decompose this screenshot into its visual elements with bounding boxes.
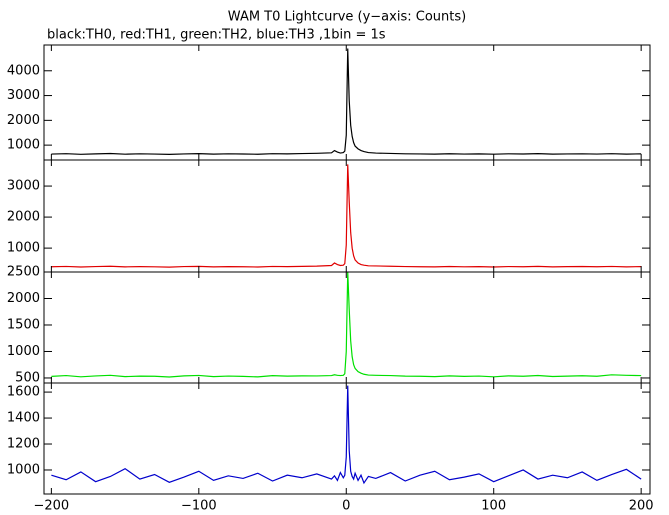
y-tick-label: 1000 bbox=[7, 462, 40, 477]
x-tick-label: 100 bbox=[481, 499, 506, 514]
y-tick-label: 4000 bbox=[7, 63, 40, 78]
x-tick-label: −200 bbox=[34, 499, 70, 514]
series-line bbox=[51, 48, 642, 155]
y-tick-label: 500 bbox=[15, 370, 40, 385]
y-tick-label: 1000 bbox=[7, 138, 40, 153]
y-tick-label: 2000 bbox=[7, 113, 40, 128]
chart-title: WAM T0 Lightcurve (y−axis: Counts) bbox=[228, 10, 466, 25]
y-tick-label: 2000 bbox=[7, 291, 40, 306]
x-tick-label: 200 bbox=[629, 499, 654, 514]
series-line bbox=[51, 271, 642, 378]
y-tick-label: 1500 bbox=[7, 317, 40, 332]
plot-frame bbox=[43, 382, 651, 495]
y-tick-label: 1600 bbox=[7, 385, 40, 400]
y-tick-label: 2000 bbox=[7, 210, 40, 225]
y-tick-label: 1000 bbox=[7, 241, 40, 256]
y-tick-label: 3000 bbox=[7, 179, 40, 194]
y-tick-label: 1000 bbox=[7, 344, 40, 359]
series-line bbox=[51, 164, 642, 268]
chart-subtitle: black:TH0, red:TH1, green:TH2, blue:TH3 … bbox=[47, 28, 386, 43]
x-tick-label: −100 bbox=[181, 499, 217, 514]
y-tick-label: 1400 bbox=[7, 411, 40, 426]
y-tick-label: 3000 bbox=[7, 88, 40, 103]
y-tick-label: 2500 bbox=[7, 265, 40, 280]
y-tick-label: 1200 bbox=[7, 437, 40, 452]
series-line bbox=[51, 385, 642, 485]
x-tick-label: 0 bbox=[342, 499, 350, 514]
